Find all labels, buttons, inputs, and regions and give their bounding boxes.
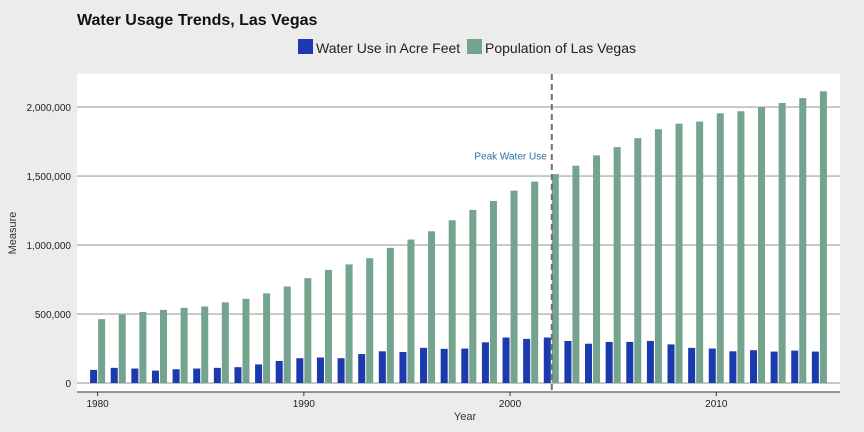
bar-water-use	[626, 341, 634, 384]
bar-population	[263, 293, 271, 384]
bar-water-use	[358, 354, 366, 384]
bar-population	[613, 147, 621, 384]
bar-population	[118, 314, 126, 384]
bar-population	[324, 269, 332, 384]
bar-water-use	[585, 343, 593, 384]
bar-water-use	[151, 370, 159, 384]
bar-water-use	[131, 368, 139, 384]
bar-water-use	[90, 369, 98, 384]
bar-population	[510, 190, 518, 384]
x-tick-label: 1990	[293, 399, 316, 410]
x-tick-label: 2000	[499, 399, 522, 410]
legend-swatch-population	[467, 39, 482, 54]
bar-water-use	[605, 341, 613, 384]
bar-population	[469, 209, 477, 384]
y-tick-label: 2,000,000	[27, 103, 72, 114]
bar-water-use	[564, 340, 572, 384]
y-tick-label: 500,000	[35, 310, 72, 321]
bar-water-use	[440, 348, 448, 384]
bar-water-use	[399, 351, 407, 384]
legend-label-water-use: Water Use in Acre Feet	[316, 40, 460, 56]
bar-population	[98, 319, 106, 384]
bar-population	[593, 155, 601, 384]
x-axis-title: Year	[454, 411, 477, 423]
bar-water-use	[502, 337, 510, 384]
bar-population	[201, 306, 209, 384]
y-tick-label: 0	[65, 379, 71, 390]
bar-water-use	[316, 357, 324, 384]
bar-population	[737, 111, 745, 384]
bar-population	[283, 286, 291, 384]
bar-water-use	[791, 350, 799, 384]
legend: Water Use in Acre Feet Population of Las…	[298, 39, 636, 56]
bar-water-use	[275, 360, 283, 384]
bar-population	[572, 165, 580, 384]
bar-water-use	[378, 351, 386, 384]
bar-population	[448, 220, 456, 384]
bar-population	[139, 311, 147, 384]
bar-water-use	[213, 367, 221, 384]
bar-water-use	[729, 351, 737, 384]
bar-water-use	[811, 351, 819, 384]
chart-title: Water Usage Trends, Las Vegas	[77, 12, 318, 29]
bar-population	[407, 239, 415, 384]
y-tick-label: 1,500,000	[27, 172, 72, 183]
legend-swatch-water-use	[298, 39, 313, 54]
bar-population	[819, 91, 827, 384]
y-axis: 0 500,000 1,000,000 1,500,000 2,000,000	[27, 103, 72, 390]
bar-water-use	[234, 367, 242, 384]
bar-population	[386, 247, 394, 384]
legend-label-population: Population of Las Vegas	[485, 40, 636, 56]
bar-population	[551, 174, 559, 384]
bar-population	[654, 129, 662, 384]
bar-water-use	[172, 369, 180, 384]
peak-water-use-label: Peak Water Use	[474, 151, 547, 162]
bar-water-use	[255, 364, 263, 384]
bar-population	[634, 138, 642, 384]
x-axis: 1980 1990 2000 2010	[86, 392, 728, 410]
bar-population	[428, 231, 436, 384]
bar-water-use	[770, 351, 778, 384]
y-axis-title: Measure	[7, 212, 19, 255]
bar-population	[180, 307, 188, 384]
bar-population	[799, 98, 807, 384]
bar-water-use	[110, 367, 118, 384]
bar-population	[778, 102, 786, 384]
bar-population	[758, 107, 766, 384]
bar-water-use	[337, 358, 345, 384]
bar-water-use	[461, 348, 469, 384]
bar-water-use	[543, 337, 551, 384]
bar-population	[675, 123, 683, 384]
annotation-layer: Peak Water Use	[474, 74, 553, 392]
plot-area	[77, 74, 840, 392]
y-tick-label: 1,000,000	[27, 241, 72, 252]
bar-population	[489, 200, 497, 384]
bar-population	[366, 258, 374, 384]
bar-population	[304, 278, 312, 384]
bar-population	[242, 298, 250, 384]
bar-population	[716, 113, 724, 384]
bar-water-use	[481, 342, 489, 384]
bar-population	[531, 181, 539, 384]
bar-population	[696, 121, 704, 384]
bar-water-use	[708, 348, 716, 384]
bar-water-use	[750, 350, 758, 384]
bar-water-use	[420, 347, 428, 384]
bar-water-use	[523, 338, 531, 384]
bar-water-use	[646, 340, 654, 384]
bars	[90, 91, 827, 384]
x-tick-label: 2010	[705, 399, 728, 410]
bar-water-use	[296, 358, 304, 384]
bar-population	[221, 302, 229, 384]
bar-water-use	[688, 347, 696, 384]
x-tick-label: 1980	[86, 399, 109, 410]
bar-population	[345, 264, 353, 384]
bar-water-use	[667, 344, 675, 384]
bar-water-use	[193, 368, 201, 384]
bar-population	[159, 309, 167, 384]
